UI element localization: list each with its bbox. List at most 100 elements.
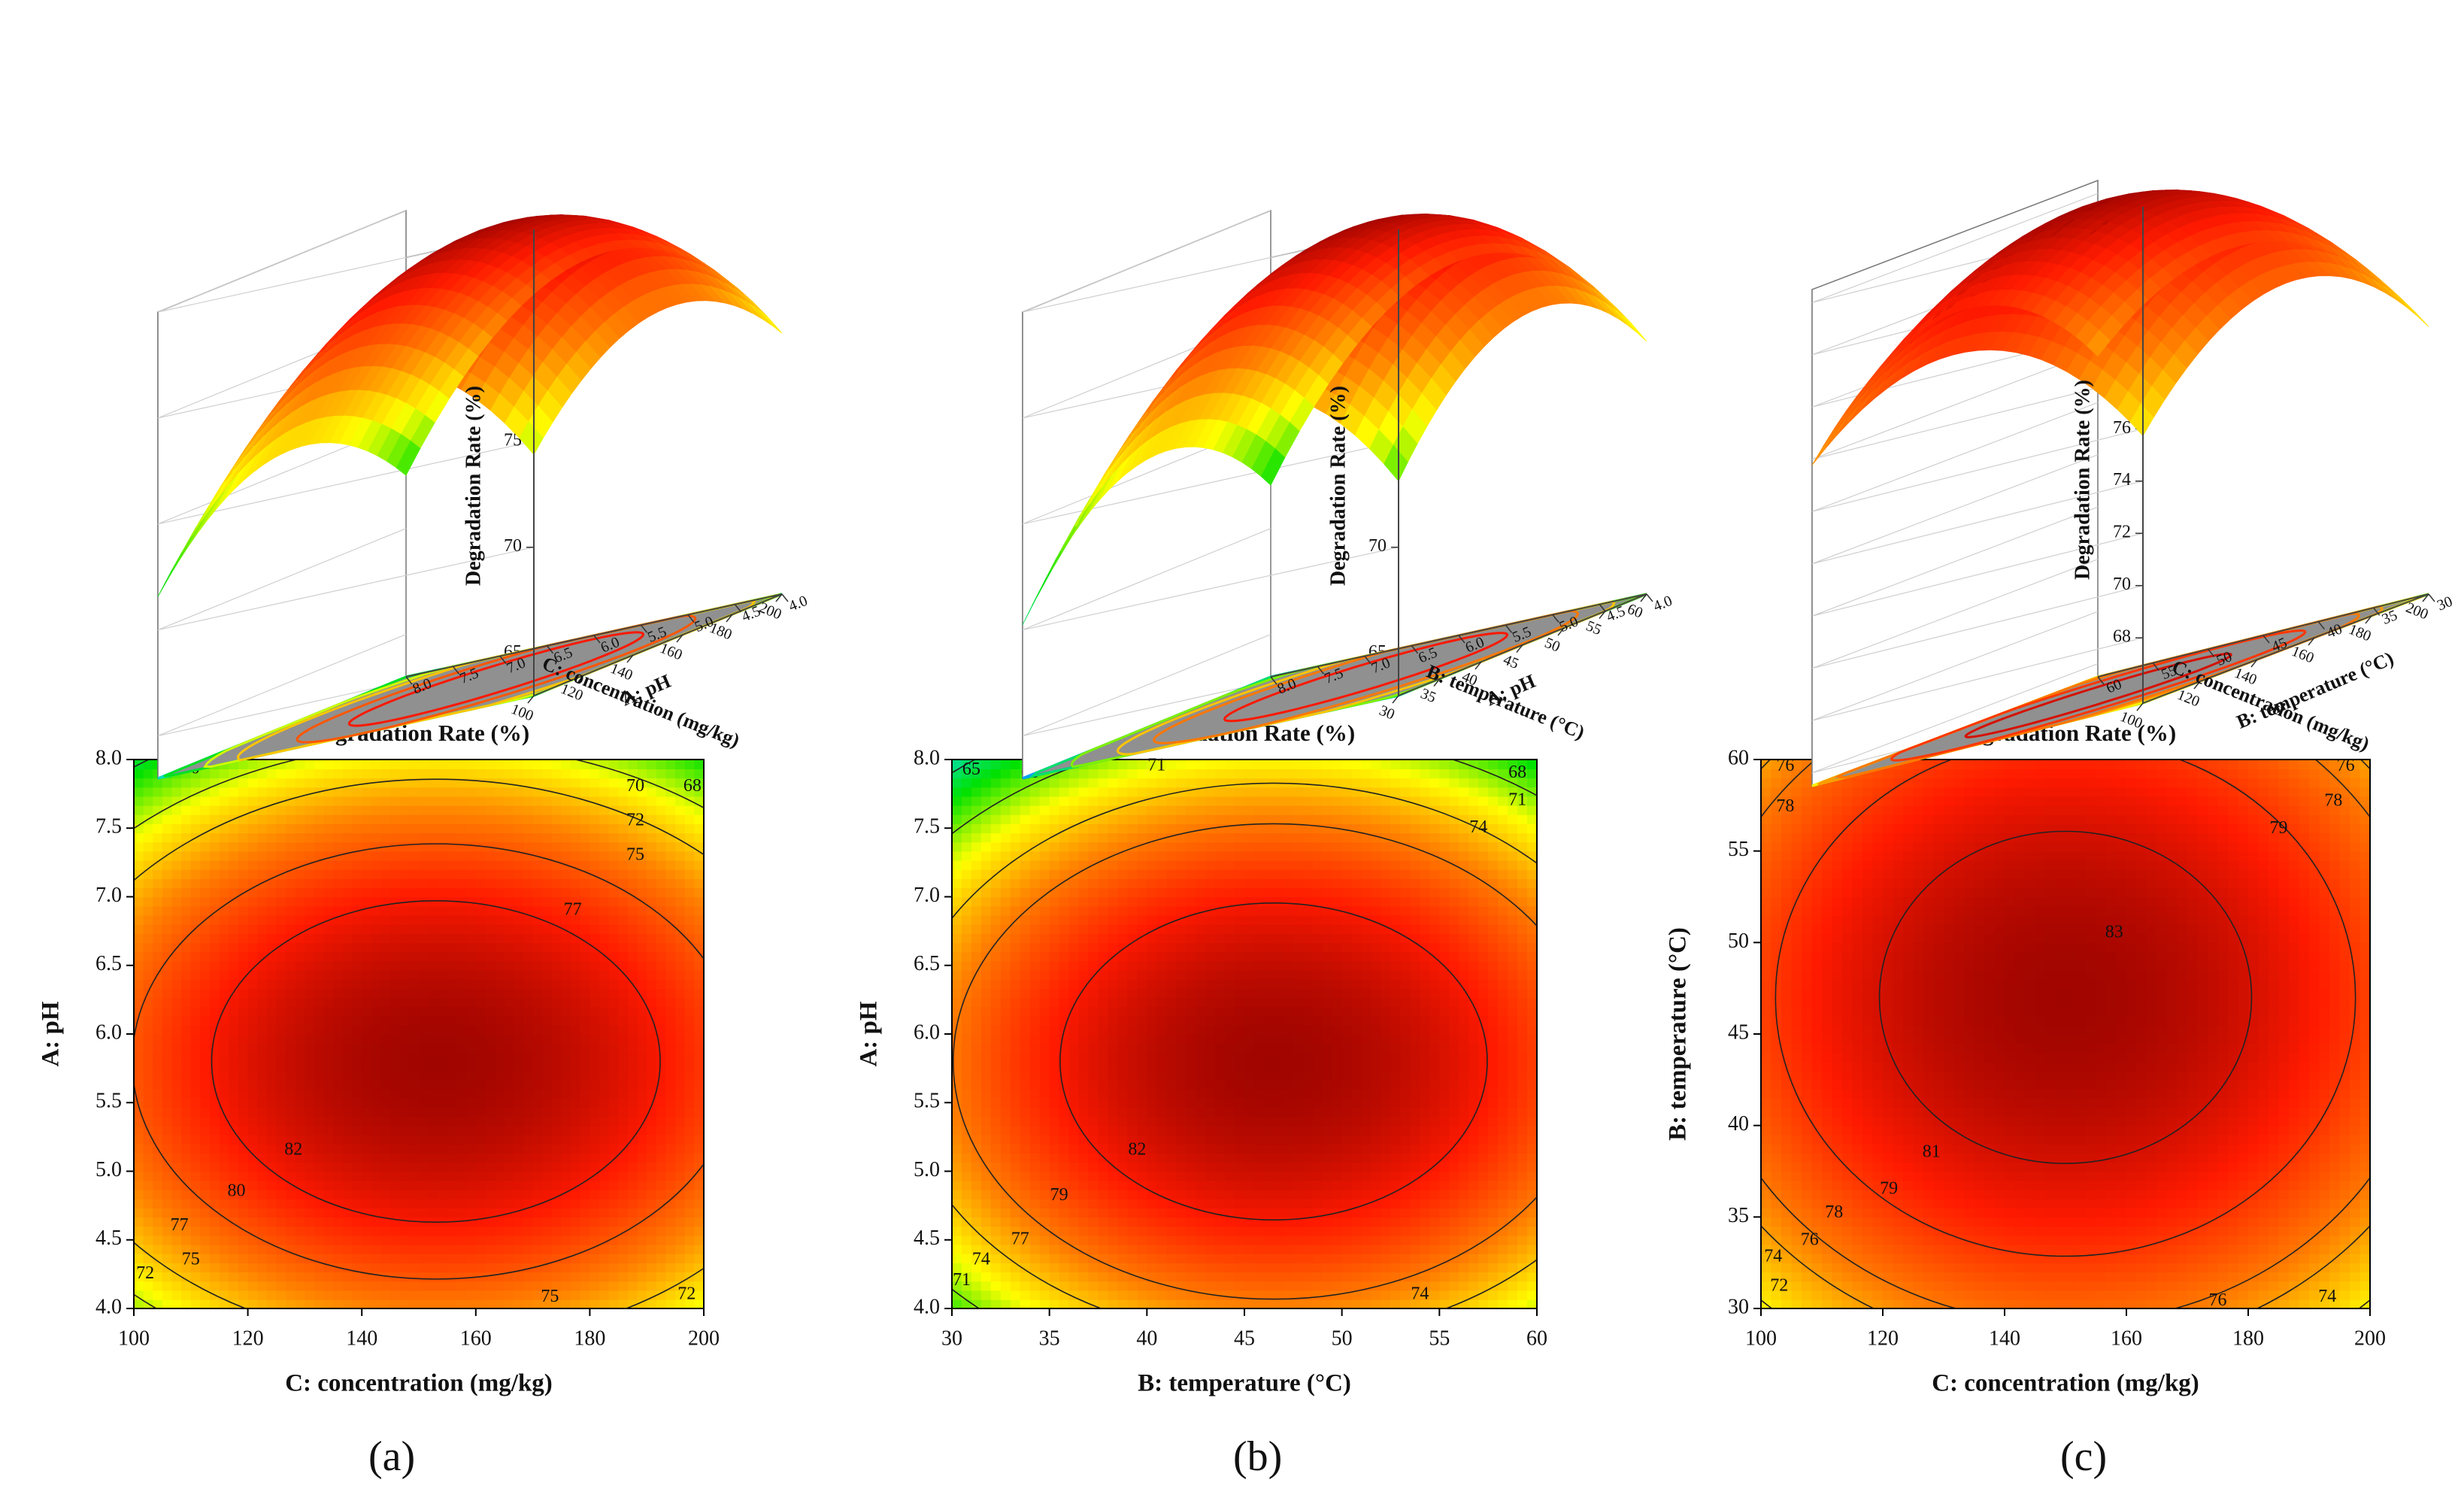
heatmap-cell bbox=[428, 1199, 439, 1208]
heatmap-cell bbox=[181, 1272, 192, 1282]
heatmap-cell bbox=[495, 769, 505, 779]
heatmap-cell bbox=[323, 1006, 335, 1017]
heatmap-cell bbox=[971, 1281, 982, 1291]
heatmap-cell bbox=[514, 924, 524, 934]
heatmap-cell bbox=[504, 1070, 515, 1081]
heatmap-cell bbox=[190, 1254, 202, 1263]
heatmap-cell bbox=[466, 896, 477, 907]
heatmap-cell bbox=[466, 1244, 477, 1254]
heatmap-cell bbox=[266, 997, 277, 1008]
heatmap-cell bbox=[409, 951, 420, 962]
heatmap-cell bbox=[1078, 860, 1090, 870]
heatmap-cell bbox=[333, 1290, 344, 1300]
heatmap-cell bbox=[523, 1244, 534, 1254]
contour-label: 70 bbox=[626, 776, 644, 796]
heatmap-cell bbox=[352, 860, 362, 870]
heatmap-cell bbox=[371, 1024, 382, 1035]
heatmap-cell bbox=[1147, 832, 1158, 843]
heatmap-cell bbox=[229, 1189, 239, 1199]
heatmap-cell bbox=[210, 1107, 220, 1117]
heatmap-cell bbox=[1147, 1235, 1158, 1245]
heatmap-cell bbox=[399, 960, 411, 971]
heatmap-cell bbox=[456, 1107, 467, 1117]
heatmap-cell bbox=[1029, 887, 1041, 898]
heatmap-cell bbox=[647, 787, 657, 797]
heatmap-cell bbox=[571, 1061, 581, 1072]
heatmap-cell bbox=[1137, 814, 1148, 824]
heatmap-cell bbox=[637, 1098, 647, 1108]
heatmap-cell bbox=[438, 1208, 448, 1218]
heatmap-cell bbox=[952, 1235, 962, 1245]
heatmap-cell bbox=[190, 1153, 202, 1163]
heatmap-cell bbox=[323, 1153, 335, 1163]
heatmap-cell bbox=[409, 887, 420, 898]
heatmap-cell bbox=[143, 1070, 154, 1081]
heatmap-cell bbox=[352, 1006, 362, 1017]
heatmap-cell bbox=[1000, 997, 1011, 1008]
heatmap-cell bbox=[1029, 1171, 1041, 1181]
heatmap-cell bbox=[608, 1134, 620, 1145]
heatmap-cell bbox=[1156, 1235, 1168, 1245]
heatmap-cell bbox=[532, 924, 544, 934]
heatmap-cell bbox=[276, 796, 286, 806]
heatmap-cell bbox=[485, 1125, 496, 1136]
heatmap-cell bbox=[1166, 1299, 1177, 1308]
heatmap-cell bbox=[504, 1180, 515, 1190]
heatmap-cell bbox=[286, 1162, 296, 1172]
heatmap-cell bbox=[238, 1235, 249, 1245]
heatmap-cell bbox=[1068, 1281, 1080, 1291]
heatmap-cell bbox=[399, 1144, 411, 1154]
heatmap-cell bbox=[333, 1098, 344, 1108]
heatmap-cell bbox=[162, 878, 173, 889]
heatmap-cell bbox=[210, 1208, 220, 1218]
heatmap-cell bbox=[1068, 778, 1080, 788]
heatmap-cell bbox=[1117, 841, 1129, 852]
heatmap-cell bbox=[1010, 1116, 1021, 1126]
heatmap-cell bbox=[542, 796, 553, 806]
heatmap-cell bbox=[371, 869, 382, 879]
heatmap-cell bbox=[1010, 1098, 1021, 1108]
heatmap-cell bbox=[380, 1244, 391, 1254]
heatmap-cell bbox=[675, 805, 686, 815]
heatmap-cell bbox=[665, 778, 676, 788]
heatmap-cell bbox=[247, 887, 259, 898]
heatmap-cell bbox=[371, 1171, 382, 1181]
heatmap-cell bbox=[466, 1098, 477, 1108]
heatmap-cell bbox=[1010, 869, 1021, 879]
heatmap-cell bbox=[694, 1171, 704, 1181]
heatmap-cell bbox=[380, 887, 391, 898]
heatmap-cell bbox=[1117, 832, 1129, 843]
heatmap-cell bbox=[514, 1006, 524, 1017]
heatmap-cell bbox=[599, 914, 610, 925]
heatmap-cell bbox=[238, 814, 249, 824]
heatmap-cell bbox=[580, 924, 591, 934]
heatmap-cell bbox=[428, 1263, 439, 1273]
heatmap-cell bbox=[200, 924, 211, 934]
heatmap-cell bbox=[352, 1199, 362, 1208]
heatmap-cell bbox=[1039, 896, 1050, 907]
heatmap-cell bbox=[134, 1263, 144, 1273]
heatmap-cell bbox=[952, 805, 962, 815]
heatmap-cell bbox=[390, 760, 401, 769]
heatmap-cell bbox=[438, 1006, 448, 1017]
heatmap-cell bbox=[608, 1244, 620, 1254]
heatmap-cell bbox=[1127, 1098, 1138, 1108]
heatmap-cell bbox=[675, 1107, 686, 1117]
heatmap-cell bbox=[608, 942, 620, 953]
heatmap-cell bbox=[219, 1299, 230, 1308]
heatmap-cell bbox=[599, 969, 610, 980]
heatmap-cell bbox=[694, 1070, 704, 1081]
heatmap-cell bbox=[1020, 1180, 1031, 1190]
heatmap-cell bbox=[1010, 979, 1021, 989]
heatmap-cell bbox=[333, 1107, 344, 1117]
heatmap-cell bbox=[495, 1217, 505, 1227]
heatmap-cell bbox=[399, 1217, 411, 1227]
heatmap-cell bbox=[200, 1281, 211, 1291]
heatmap-cell bbox=[380, 1089, 391, 1099]
heatmap-cell bbox=[532, 988, 544, 999]
heatmap-cell bbox=[1078, 1015, 1090, 1026]
heatmap-cell bbox=[532, 1144, 544, 1154]
heatmap-cell bbox=[438, 869, 448, 879]
heatmap-cell bbox=[532, 1162, 544, 1172]
heatmap-cell bbox=[1068, 787, 1080, 797]
